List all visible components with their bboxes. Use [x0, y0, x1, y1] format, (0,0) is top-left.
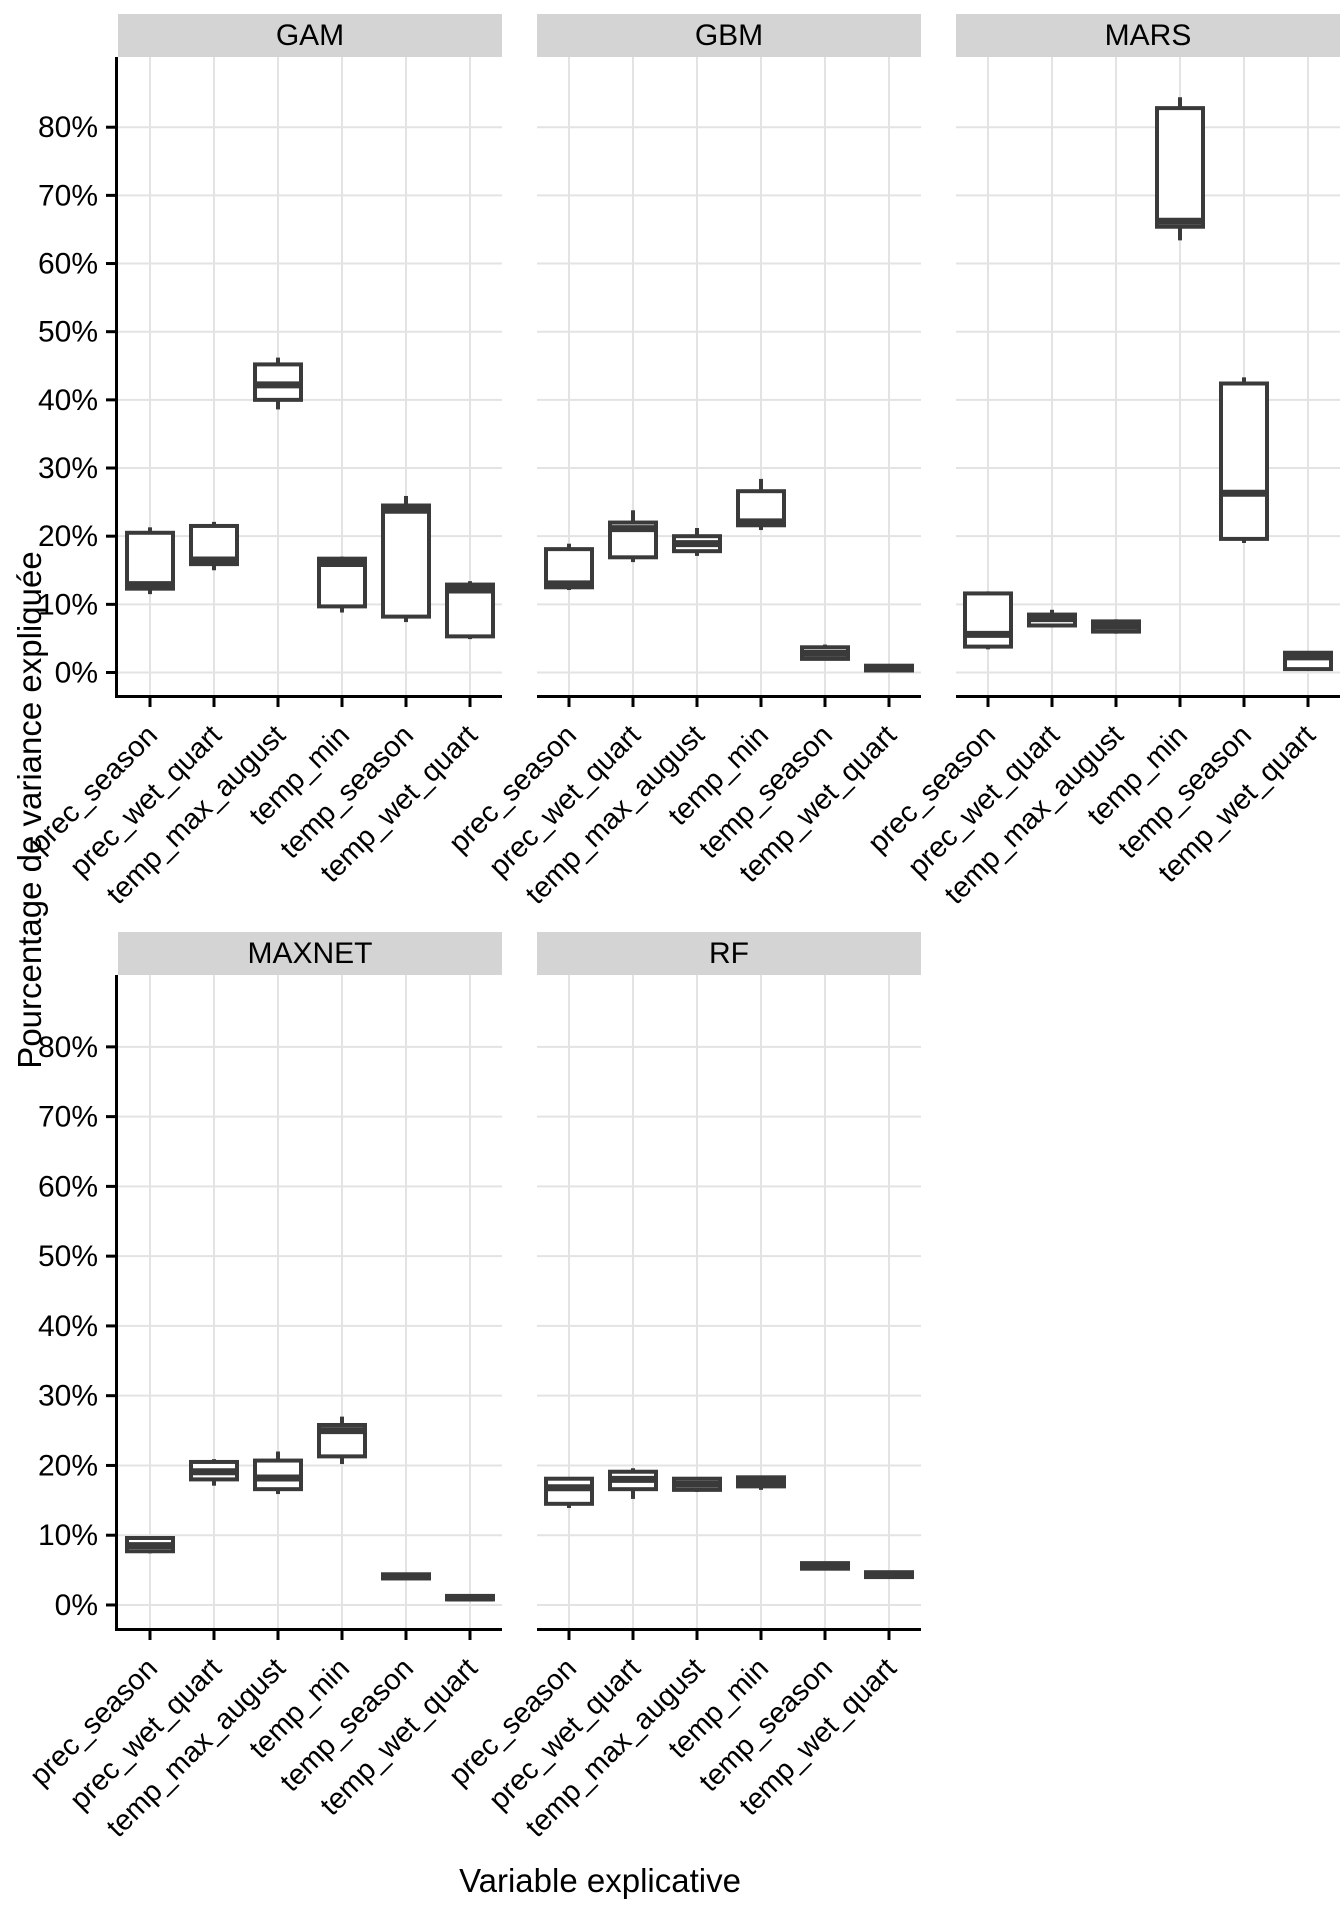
box-prec_wet_quart: [1027, 609, 1077, 628]
panel-grid: [537, 975, 921, 1628]
y-axis-title: Pourcentage de variance expliquée: [11, 551, 48, 1069]
panel-grid: [118, 57, 502, 695]
facet-strip: [956, 14, 1340, 57]
x-axis: prec_seasonprec_wet_quarttemp_max_august…: [24, 695, 502, 911]
y-tick-label: 0%: [55, 1589, 98, 1622]
x-axis: prec_seasonprec_wet_quarttemp_max_august…: [24, 1628, 502, 1844]
box-prec_wet_quart: [189, 521, 239, 571]
x-axis: prec_seasonprec_wet_quarttemp_max_august…: [862, 695, 1340, 911]
box-temp_min: [736, 478, 786, 531]
box-temp_max_august: [1091, 619, 1141, 634]
y-tick-label: 20%: [38, 1449, 98, 1482]
y-tick-label: 70%: [38, 1101, 98, 1134]
facet-strip: [118, 14, 502, 57]
y-tick-label: 60%: [38, 1170, 98, 1203]
iqr-box: [963, 591, 1013, 649]
panel-grid: [537, 57, 921, 695]
facet-gbm: GBM prec_seasonprec_wet_quarttemp_max_aug…: [443, 14, 921, 911]
box-prec_wet_quart: [189, 1459, 239, 1486]
box-temp_min: [317, 1416, 367, 1465]
facet-title: GAM: [276, 19, 344, 52]
facet-rf: RF prec_seasonprec_wet_quarttemp_max_augu…: [443, 932, 921, 1844]
facet-title: MAXNET: [247, 937, 372, 970]
x-axis: prec_seasonprec_wet_quarttemp_max_august…: [443, 695, 921, 911]
facet-strip: [537, 14, 921, 57]
box-temp_wet_quart: [864, 663, 914, 673]
x-axis-title: Variable explicative: [459, 1862, 741, 1899]
y-axis: 0% 10% 20% 30% 40% 50% 60% 70% 80%: [38, 975, 118, 1631]
y-tick-label: 70%: [38, 179, 98, 212]
y-tick-label: 40%: [38, 384, 98, 417]
y-tick-label: 10%: [38, 1519, 98, 1552]
y-tick-label: 30%: [38, 452, 98, 485]
facet-gam: GAM prec_seasonprec_wet_quarttemp_max_aug…: [24, 14, 502, 911]
box-temp_wet_quart: [445, 1593, 495, 1602]
facet-maxnet: MAXNET prec_seasonprec_wet_quarttemp_max_…: [24, 932, 502, 1844]
facet-title: MARS: [1105, 19, 1192, 52]
y-tick-label: 60%: [38, 248, 98, 281]
box-temp_max_august: [253, 1451, 303, 1495]
iqr-box: [1155, 106, 1205, 229]
facet-title: GBM: [695, 19, 763, 52]
box-prec_season: [125, 527, 175, 595]
y-tick-label: 80%: [38, 1031, 98, 1064]
box-temp_max_august: [253, 357, 303, 410]
x-axis: prec_seasonprec_wet_quarttemp_max_august…: [443, 1628, 921, 1844]
panel-grid: [956, 57, 1340, 695]
y-axis: 0% 10% 20% 30% 40% 50% 60% 70% 80%: [38, 57, 118, 698]
box-temp_season: [381, 1572, 431, 1581]
y-tick-label: 50%: [38, 316, 98, 349]
box-temp_wet_quart: [1283, 650, 1333, 672]
box-prec_season: [544, 1476, 594, 1509]
box-temp_season: [381, 495, 431, 623]
box-temp_min: [1155, 97, 1205, 241]
box-temp_season: [1219, 377, 1269, 543]
box-temp_max_august: [672, 528, 722, 556]
box-prec_wet_quart: [608, 510, 658, 563]
y-tick-label: 50%: [38, 1240, 98, 1273]
y-tick-label: 10%: [38, 588, 98, 621]
y-tick-label: 30%: [38, 1380, 98, 1413]
y-tick-label: 80%: [38, 111, 98, 144]
y-tick-label: 0%: [55, 657, 98, 690]
box-prec_season: [963, 591, 1013, 650]
facet-strip: [537, 932, 921, 975]
box-temp_min: [317, 556, 367, 613]
facet-strip: [118, 932, 502, 975]
box-prec_season: [125, 1536, 175, 1554]
facet-title: RF: [709, 937, 749, 970]
box-temp_max_august: [672, 1476, 722, 1492]
y-tick-label: 20%: [38, 520, 98, 553]
iqr-box: [125, 530, 175, 591]
panel-grid: [118, 975, 502, 1628]
box-temp_season: [800, 644, 850, 661]
box-temp_season: [800, 1561, 850, 1571]
facet-mars: MARS prec_seasonprec_wet_quarttemp_max_au…: [862, 14, 1340, 911]
box-temp_wet_quart: [864, 1570, 914, 1580]
y-tick-label: 40%: [38, 1310, 98, 1343]
iqr-box: [1219, 381, 1269, 541]
box-prec_wet_quart: [608, 1468, 658, 1499]
box-temp_wet_quart: [445, 581, 495, 640]
box-temp_min: [736, 1475, 786, 1490]
box-prec_season: [544, 543, 594, 591]
iqr-box: [381, 503, 431, 619]
